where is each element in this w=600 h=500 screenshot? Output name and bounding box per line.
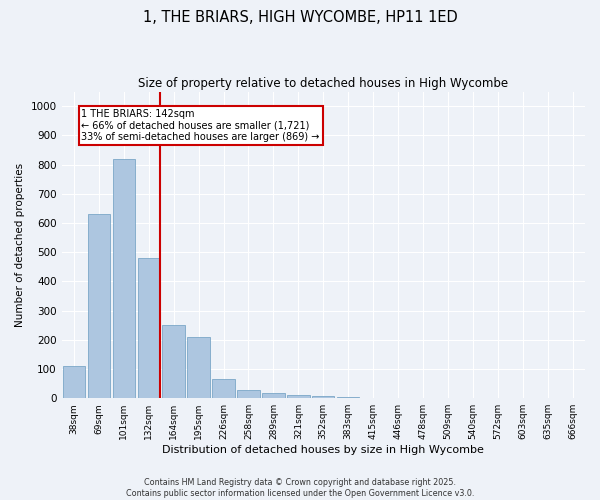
Title: Size of property relative to detached houses in High Wycombe: Size of property relative to detached ho… (138, 78, 508, 90)
Text: Contains HM Land Registry data © Crown copyright and database right 2025.
Contai: Contains HM Land Registry data © Crown c… (126, 478, 474, 498)
Bar (137, 258, 160, 398)
Bar (337, 396, 359, 398)
Bar (312, 396, 334, 398)
Bar (287, 396, 310, 398)
Bar (237, 390, 260, 398)
Bar (163, 325, 185, 398)
Bar (88, 214, 110, 398)
Bar (212, 379, 235, 398)
Y-axis label: Number of detached properties: Number of detached properties (15, 163, 25, 327)
Bar (187, 337, 210, 398)
Text: 1, THE BRIARS, HIGH WYCOMBE, HP11 1ED: 1, THE BRIARS, HIGH WYCOMBE, HP11 1ED (143, 10, 457, 25)
Bar (63, 366, 85, 398)
Bar (113, 159, 135, 398)
X-axis label: Distribution of detached houses by size in High Wycombe: Distribution of detached houses by size … (163, 445, 484, 455)
Bar (262, 393, 284, 398)
Text: 1 THE BRIARS: 142sqm
← 66% of detached houses are smaller (1,721)
33% of semi-de: 1 THE BRIARS: 142sqm ← 66% of detached h… (82, 109, 320, 142)
